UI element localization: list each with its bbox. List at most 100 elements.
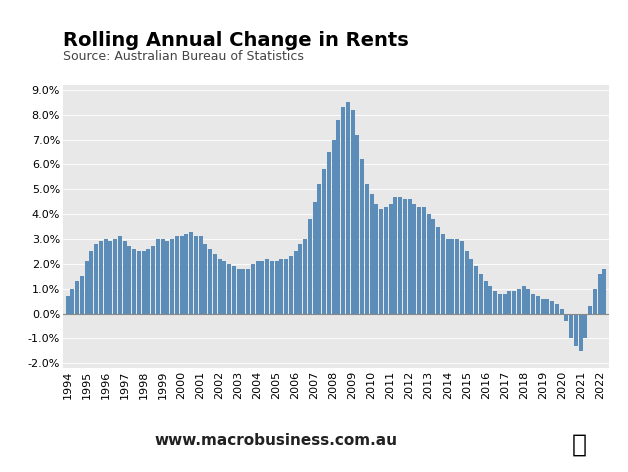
Bar — [165, 242, 170, 313]
Bar — [441, 234, 445, 313]
Bar — [337, 120, 340, 313]
Bar — [198, 236, 203, 313]
Bar — [565, 313, 568, 321]
Bar — [80, 276, 84, 313]
Bar — [389, 204, 392, 313]
Bar — [384, 207, 388, 313]
Bar — [303, 239, 307, 313]
Bar — [99, 242, 103, 313]
Bar — [327, 152, 331, 313]
Bar — [104, 239, 107, 313]
Bar — [450, 239, 455, 313]
Bar — [360, 160, 364, 313]
Bar — [541, 299, 544, 313]
Bar — [151, 246, 155, 313]
Bar — [284, 259, 288, 313]
Bar — [413, 204, 416, 313]
Text: www.macrobusiness.com.au: www.macrobusiness.com.au — [155, 433, 398, 448]
Bar — [184, 234, 188, 313]
Bar — [408, 199, 411, 313]
Bar — [593, 289, 597, 313]
Bar — [241, 269, 246, 313]
Bar — [578, 313, 583, 351]
Bar — [217, 259, 222, 313]
Bar — [175, 236, 179, 313]
Text: Source: Australian Bureau of Statistics: Source: Australian Bureau of Statistics — [63, 50, 304, 63]
Bar — [156, 239, 160, 313]
Bar — [446, 239, 450, 313]
Bar — [246, 269, 250, 313]
Bar — [555, 303, 559, 313]
Bar — [146, 249, 150, 313]
Bar — [251, 264, 255, 313]
Bar — [232, 266, 236, 313]
Bar — [489, 286, 492, 313]
Bar — [403, 199, 407, 313]
Bar — [274, 261, 279, 313]
Bar — [213, 254, 217, 313]
Bar — [583, 313, 587, 338]
Bar — [393, 197, 398, 313]
Bar — [517, 289, 521, 313]
Bar — [293, 252, 298, 313]
Bar — [113, 239, 117, 313]
Bar — [189, 232, 193, 313]
Bar — [341, 107, 345, 313]
Bar — [602, 269, 607, 313]
Bar — [322, 169, 326, 313]
Bar — [317, 185, 322, 313]
Bar — [94, 244, 98, 313]
Bar — [484, 281, 488, 313]
Bar — [474, 266, 478, 313]
Bar — [127, 246, 131, 313]
Bar — [227, 264, 231, 313]
Bar — [531, 294, 535, 313]
Bar — [132, 249, 136, 313]
Bar — [350, 110, 355, 313]
Bar — [574, 313, 578, 346]
Bar — [170, 239, 174, 313]
Bar — [398, 197, 402, 313]
Bar — [237, 269, 241, 313]
Bar — [502, 294, 507, 313]
Bar — [122, 242, 127, 313]
Bar — [137, 252, 141, 313]
Bar — [289, 256, 293, 313]
Bar — [70, 289, 74, 313]
Bar — [374, 204, 379, 313]
Bar — [417, 207, 421, 313]
Bar — [560, 309, 564, 313]
Bar — [208, 249, 212, 313]
Bar — [379, 209, 383, 313]
Bar — [141, 252, 146, 313]
Text: BUSINESS: BUSINESS — [514, 43, 576, 57]
Bar — [493, 291, 497, 313]
Bar — [498, 294, 502, 313]
Bar — [545, 299, 550, 313]
Bar — [85, 261, 89, 313]
Bar — [522, 286, 526, 313]
Bar — [469, 259, 474, 313]
Bar — [313, 202, 317, 313]
Bar — [588, 306, 592, 313]
Bar — [507, 291, 511, 313]
Bar — [431, 219, 435, 313]
Bar — [455, 239, 459, 313]
Bar — [422, 207, 426, 313]
Bar — [569, 313, 573, 338]
Bar — [279, 259, 283, 313]
Bar — [479, 274, 483, 313]
Bar — [222, 261, 226, 313]
Bar — [465, 252, 468, 313]
Bar — [161, 239, 165, 313]
Bar — [355, 135, 359, 313]
Bar — [536, 296, 540, 313]
Text: 🐺: 🐺 — [572, 433, 587, 457]
Bar — [270, 261, 274, 313]
Bar — [550, 301, 554, 313]
Text: Rolling Annual Change in Rents: Rolling Annual Change in Rents — [63, 31, 409, 50]
Bar — [426, 214, 431, 313]
Bar — [265, 259, 269, 313]
Bar — [370, 194, 374, 313]
Bar — [75, 281, 79, 313]
